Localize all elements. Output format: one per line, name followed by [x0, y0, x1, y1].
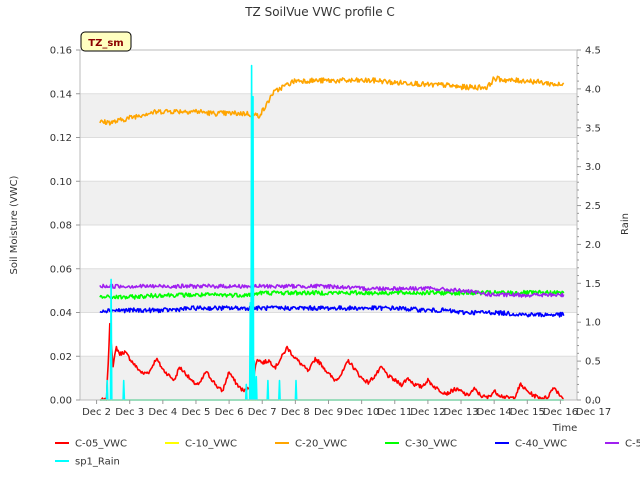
y-tick-label: 0.02: [50, 352, 72, 363]
legend-label: C-10_VWC: [185, 439, 237, 450]
y-tick-label: 0.16: [50, 46, 72, 57]
x-axis: Dec 2 Dec 3 Dec 4 Dec 5 Dec 6 Dec 7 Dec 8 Dec 9…: [82, 400, 611, 418]
x-tick-label: Dec 4: [148, 407, 177, 418]
y-tick-label: 0.12: [50, 133, 72, 144]
series-line-c-50-vwc: [99, 283, 565, 298]
y-tick-label: 0.04: [50, 308, 72, 319]
legend-item: C-50_VWC: [605, 439, 640, 450]
y-axis-title: Soil Moisture (VWC): [9, 175, 20, 274]
y2-tick-label: 0.5: [585, 357, 601, 368]
plot-band: [80, 181, 577, 225]
y-tick-label: 0.06: [50, 264, 72, 275]
x-axis-title: Time: [552, 423, 577, 434]
x-tick-label: Dec 7: [248, 407, 277, 418]
badge-box: [80, 31, 132, 52]
x-tick-label: Dec 12: [410, 407, 445, 418]
x-tick-label: Dec 8: [281, 407, 310, 418]
x-tick-label: Dec 17: [576, 407, 611, 418]
plot-band: [80, 356, 577, 400]
x-tick-label: Dec 11: [377, 407, 412, 418]
y2-tick-label: 1.5: [585, 279, 601, 290]
y2-tick-label: 4.0: [585, 84, 601, 95]
legend-label: sp1_Rain: [75, 457, 120, 468]
legend-label: C-50_VWC: [625, 439, 640, 450]
x-tick-label: Dec 14: [477, 407, 512, 418]
series-line-c-20-vwc: [99, 75, 565, 126]
x-tick-label: Dec 16: [543, 407, 578, 418]
y2-tick-label: 3.5: [585, 123, 601, 134]
legend-label: C-30_VWC: [405, 439, 457, 450]
x-tick-label: Dec 9: [314, 407, 343, 418]
badge: TZ_sm: [80, 31, 132, 52]
y2-axis: 0.0 0.5 1.0 1.5 2.0 2.5 3.0 3.5 4.0 4.5: [577, 46, 601, 407]
y-tick-label: 0.00: [50, 396, 72, 407]
x-tick-label: Dec 15: [510, 407, 545, 418]
y-tick-label: 0.08: [50, 221, 72, 232]
x-tick-label: Dec 6: [215, 407, 244, 418]
y2-tick-label: 2.5: [585, 201, 601, 212]
legend-item: C-05_VWC: [55, 439, 127, 450]
y2-tick-label: 4.5: [585, 46, 601, 57]
y-tick-label: 0.10: [50, 177, 72, 188]
x-tick-label: Dec 13: [443, 407, 478, 418]
y2-tick-label: 3.0: [585, 162, 601, 173]
y2-axis-title: Rain: [620, 213, 631, 235]
legend-item: C-20_VWC: [275, 439, 347, 450]
series-line-c-30-vwc: [99, 289, 565, 300]
plot-band: [80, 268, 577, 313]
legend-item: sp1_Rain: [55, 457, 120, 468]
y-tick-label: 0.14: [50, 89, 72, 100]
x-tick-label: Dec 10: [344, 407, 379, 418]
series-line-c-05-vwc: [99, 322, 564, 401]
x-tick-label: Dec 5: [182, 407, 211, 418]
y2-tick-label: 1.0: [585, 318, 601, 329]
chart-title: TZ SoilVue VWC profile C: [244, 5, 395, 19]
y2-tick-label: 2.0: [585, 240, 601, 251]
legend-label: C-20_VWC: [295, 439, 347, 450]
plot-band: [80, 93, 577, 138]
series-line-c-40-vwc: [99, 305, 565, 318]
legend-label: C-05_VWC: [75, 439, 127, 450]
legend-item: C-10_VWC: [165, 439, 237, 450]
badge-label: TZ_sm: [88, 38, 123, 49]
legend-item: C-30_VWC: [385, 439, 457, 450]
x-tick-label: Dec 2: [82, 407, 111, 418]
legend-item: C-40_VWC: [495, 439, 567, 450]
legend: C-05_VWC C-10_VWC C-20_VWC C-30_VWC C-40_VWC…: [55, 439, 640, 468]
legend-label: C-40_VWC: [515, 439, 567, 450]
x-tick-label: Dec 3: [115, 407, 144, 418]
y-axis: 0.00 0.02 0.04 0.06 0.08 0.10 0.12 0.14 0.16: [50, 46, 80, 407]
y2-tick-label: 0.0: [585, 396, 601, 407]
series-line-sp1-rain: [99, 64, 564, 401]
